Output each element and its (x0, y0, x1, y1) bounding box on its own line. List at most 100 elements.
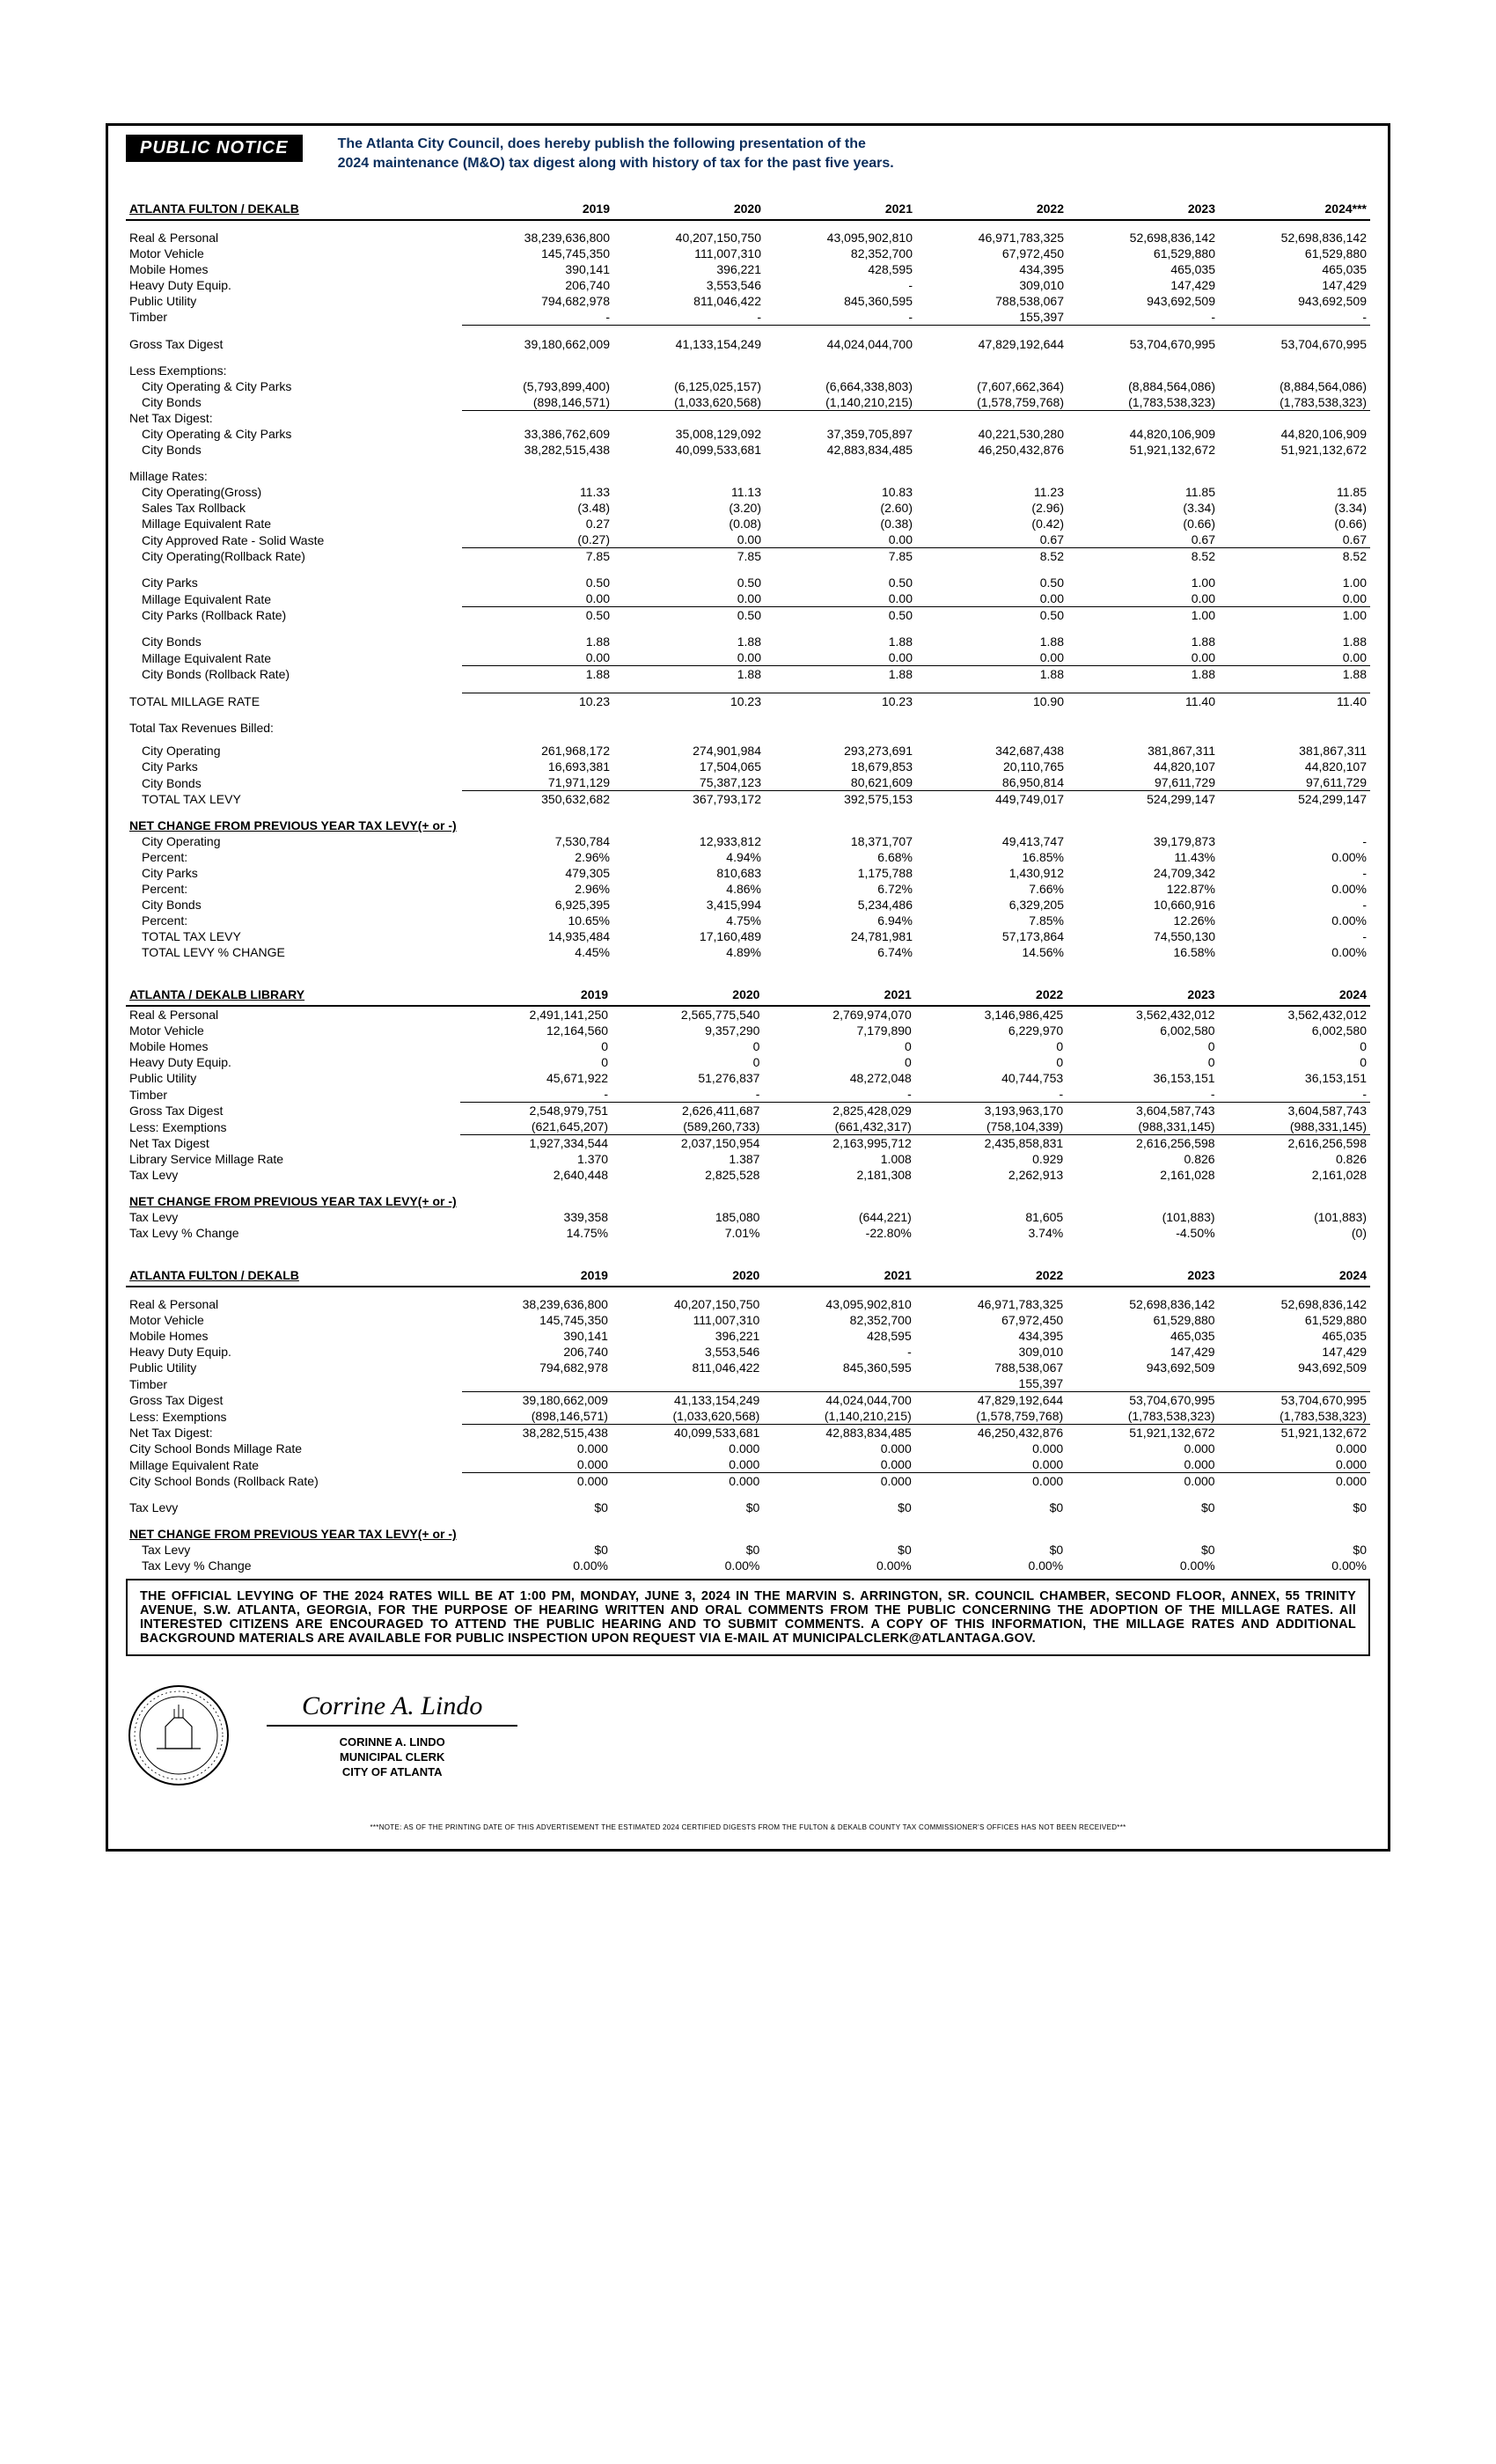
cell: (1,783,538,323) (1067, 394, 1219, 411)
cell: - (1219, 865, 1370, 881)
cell: 0 (915, 1054, 1067, 1070)
table-2-header-row: ATLANTA / DEKALB LIBRARY 2019 2020 2021 … (126, 986, 1370, 1006)
cell: 4.89% (613, 944, 765, 960)
cell: 0.50 (462, 575, 613, 590)
cell: 80,621,609 (765, 774, 916, 791)
cell: 44,024,044,700 (765, 336, 916, 352)
row-label: Motor Vehicle (126, 1312, 462, 1328)
row-label: Tax Levy % Change (126, 1225, 460, 1241)
cell: $0 (612, 1542, 763, 1558)
cell: 2,565,775,540 (612, 1006, 763, 1023)
cell (916, 818, 1067, 833)
cell: 20,110,765 (916, 759, 1067, 774)
data-row: Gross Tax Digest2,548,979,7512,626,411,6… (126, 1103, 1370, 1119)
cell: 0.000 (612, 1473, 763, 1490)
cell: (5,793,899,400) (462, 378, 613, 394)
cell: 16.85% (916, 849, 1067, 865)
cell: 0.929 (915, 1151, 1067, 1167)
cell: (8,884,564,086) (1219, 378, 1370, 394)
spacer-row (126, 807, 1370, 818)
cell: 11.40 (1067, 693, 1219, 710)
cell: 7.85 (462, 548, 613, 565)
year-col: 2019 (460, 986, 612, 1006)
cell: 67,972,450 (916, 246, 1067, 261)
cell: 1.88 (1067, 666, 1219, 683)
cell: 41,133,154,249 (613, 336, 765, 352)
cell: 24,709,342 (1067, 865, 1219, 881)
cell: 0.50 (916, 575, 1067, 590)
cell: 67,972,450 (915, 1312, 1067, 1328)
spacer-row (126, 220, 1370, 230)
row-label: Less Exemptions: (126, 363, 462, 378)
cell: 39,180,662,009 (462, 1392, 612, 1409)
cell: 2,491,141,250 (460, 1006, 612, 1023)
cell: 0.00% (462, 1558, 612, 1573)
row-label: TOTAL TAX LEVY (126, 928, 462, 944)
cell (613, 468, 765, 484)
data-row: NET CHANGE FROM PREVIOUS YEAR TAX LEVY(+… (126, 818, 1370, 833)
cell: (0) (1219, 1225, 1370, 1241)
cell: (0.08) (613, 516, 765, 532)
data-row: City Bonds1.881.881.881.881.881.88 (126, 634, 1370, 649)
data-row: City Bonds71,971,12975,387,12380,621,609… (126, 774, 1370, 791)
year-col: 2021 (765, 201, 916, 220)
cell: 0.00 (916, 590, 1067, 607)
cell: 36,153,151 (1067, 1070, 1218, 1086)
cell (462, 468, 613, 484)
cell (915, 1193, 1067, 1209)
cell: 40,207,150,750 (613, 230, 765, 246)
cell (765, 363, 916, 378)
data-row: Tax Levy % Change14.75%7.01%-22.80%3.74%… (126, 1225, 1370, 1241)
row-label: City Parks (Rollback Rate) (126, 607, 462, 624)
cell: 0.000 (1219, 1456, 1370, 1473)
row-label: Timber (126, 1086, 460, 1103)
header-line-1: The Atlanta City Council, does hereby pu… (338, 136, 866, 151)
cell: 465,035 (1219, 261, 1370, 277)
cell: (3.20) (613, 500, 765, 516)
data-row: City Bonds (Rollback Rate)1.881.881.881.… (126, 666, 1370, 683)
cell: 24,781,981 (765, 928, 916, 944)
signature-block: Corrine A. Lindo CORINNE A. LINDO MUNICI… (126, 1683, 1370, 1788)
cell: $0 (1219, 1500, 1370, 1515)
cell: 3,604,587,743 (1219, 1103, 1370, 1119)
cell: 465,035 (1219, 1328, 1370, 1344)
cell: $0 (1067, 1542, 1218, 1558)
cell: (1,033,620,568) (612, 1408, 763, 1425)
cell: 49,413,747 (916, 833, 1067, 849)
cell: 0 (460, 1038, 612, 1054)
cell: 2.96% (462, 881, 613, 897)
row-label: City Parks (126, 865, 462, 881)
cell: - (765, 277, 916, 293)
cell: 1.00 (1067, 607, 1219, 624)
cell: 0.000 (915, 1473, 1067, 1490)
cell: 1.370 (460, 1151, 612, 1167)
cell: 3,553,546 (613, 277, 765, 293)
cell: 61,529,880 (1219, 246, 1370, 261)
cell: 1,175,788 (765, 865, 916, 881)
row-label: City Bonds (126, 442, 462, 458)
cell: (2.96) (916, 500, 1067, 516)
data-row: City Parks16,693,38117,504,06518,679,853… (126, 759, 1370, 774)
cell: 47,829,192,644 (916, 336, 1067, 352)
cell: 61,529,880 (1067, 246, 1219, 261)
row-label: City Bonds (126, 394, 462, 411)
data-row: Motor Vehicle12,164,5609,357,2907,179,89… (126, 1023, 1370, 1038)
cell: 0.00% (763, 1558, 914, 1573)
row-label: Mobile Homes (126, 1038, 460, 1054)
cell (916, 468, 1067, 484)
cell: 2,161,028 (1219, 1167, 1370, 1183)
cell (462, 1375, 612, 1392)
cell: 0.00 (1067, 590, 1219, 607)
row-label: Millage Equivalent Rate (126, 516, 462, 532)
cell: 339,358 (460, 1209, 612, 1225)
cell: 18,679,853 (765, 759, 916, 774)
data-row: TOTAL MILLAGE RATE10.2310.2310.2310.9011… (126, 693, 1370, 710)
data-row: Less: Exemptions(898,146,571)(1,033,620,… (126, 1408, 1370, 1425)
cell: 2,616,256,598 (1067, 1135, 1218, 1152)
cell: (988,331,145) (1219, 1118, 1370, 1135)
data-row: City Parks (Rollback Rate)0.500.500.500.… (126, 607, 1370, 624)
cell: 10.65% (462, 913, 613, 928)
table-3-title: ATLANTA FULTON / DEKALB (126, 1267, 462, 1287)
cell: 1.88 (462, 666, 613, 683)
cell: - (460, 1086, 612, 1103)
